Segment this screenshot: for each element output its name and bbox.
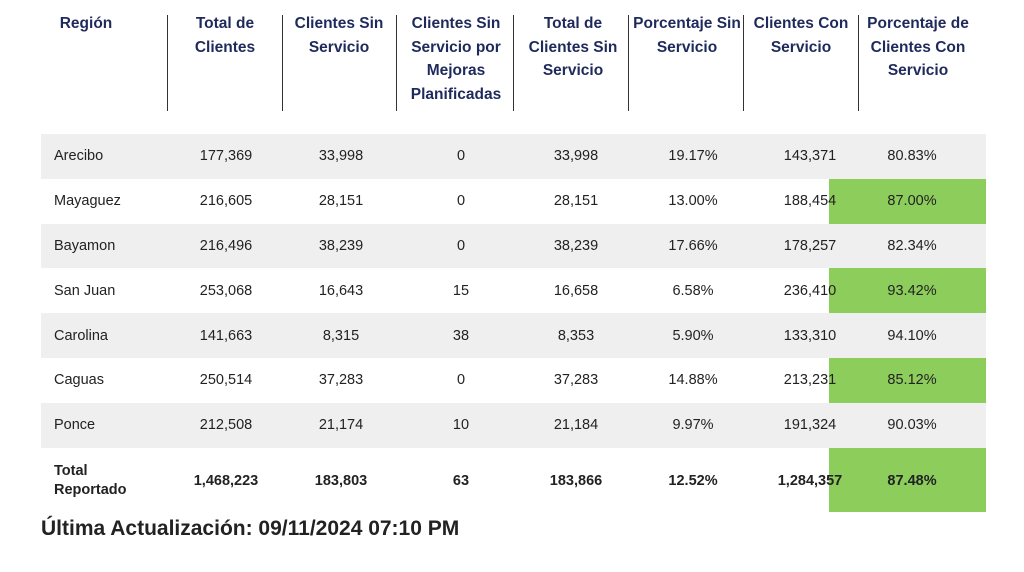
header-clientes-sin-servicio: Clientes Sin Servicio [294,15,384,56]
cell-pct-sin-servicio: 12.52% [668,472,718,489]
table-row: Bayamon 216,496 38,239 0 38,239 17.66% 178,257… [41,223,986,269]
cell-total-clientes: 141,663 [199,327,253,344]
table-row: Caguas 250,514 37,283 0 37,283 14.88% 213,231 8… [41,358,986,403]
cell-pct-con-servicio: 82.34% [887,237,937,254]
cell-pct-con-servicio: 80.83% [887,148,937,165]
header-region: Región [59,15,113,32]
cell-pct-con-servicio: 85.12% [887,372,937,389]
header-total-sin-servicio: Total de Clientes Sin Servicio [528,15,618,79]
cell-con-servicio: 1,284,357 [777,472,843,489]
cell-total-clientes: 216,605 [199,193,253,210]
cell-con-servicio: 236,410 [783,282,837,299]
header-porcentaje-con-servicio: Porcentaje de Clientes Con Servicio [867,15,969,79]
cell-total-clientes: 216,496 [199,237,253,254]
cell-mejoras: 10 [452,417,470,434]
cell-total-clientes: 1,468,223 [193,472,259,489]
table-row: Ponce 212,508 21,174 10 21,184 9.97% 191,324 90… [41,402,986,448]
cell-sin-servicio: 38,239 [318,237,364,254]
header-divider [396,15,397,111]
cell-mejoras: 15 [452,282,470,299]
cell-pct-con-servicio: 94.10% [887,327,937,344]
last-update-text: Última Actualización: 09/11/2024 07:10 P… [41,517,460,540]
cell-pct-con-servicio: 93.42% [887,282,937,299]
cell-con-servicio: 143,371 [783,148,837,165]
cell-region: San Juan [54,282,116,299]
cell-total-sin-servicio: 38,239 [553,237,599,254]
cell-region: Carolina [54,327,108,344]
header-divider [743,15,744,111]
cell-mejoras: 63 [452,472,470,489]
header-clientes-con-servicio: Clientes Con Servicio [753,15,849,56]
cell-pct-sin-servicio: 17.66% [668,237,718,254]
cell-sin-servicio: 8,315 [322,327,360,344]
cell-mejoras: 38 [452,327,470,344]
header-divider [513,15,514,111]
cell-region: Total Reportado [54,462,127,498]
cell-total-sin-servicio: 16,658 [553,282,599,299]
cell-mejoras: 0 [456,237,466,254]
cell-mejoras: 0 [456,193,466,210]
cell-mejoras: 0 [456,148,466,165]
cell-total-sin-servicio: 8,353 [557,327,595,344]
table-row: San Juan 253,068 16,643 15 16,658 6.58% 236,41… [41,268,986,313]
cell-sin-servicio: 16,643 [318,282,364,299]
cell-total-sin-servicio: 28,151 [553,193,599,210]
cell-sin-servicio: 33,998 [318,148,364,165]
total-row: Total Reportado 1,468,223 183,803 63 183,866… [41,448,986,514]
cell-con-servicio: 213,231 [783,372,837,389]
header-divider [282,15,283,111]
cell-pct-con-servicio: 87.00% [887,193,937,210]
header-mejoras-planificadas: Clientes Sin Servicio por Mejoras Planif… [410,15,502,103]
cell-region: Arecibo [54,148,104,165]
cell-region: Caguas [54,372,104,389]
header-porcentaje-sin-servicio: Porcentaje Sin Servicio [633,15,741,56]
cell-region: Mayaguez [54,193,121,210]
cell-sin-servicio: 183,803 [314,472,368,489]
cell-sin-servicio: 28,151 [318,193,364,210]
cell-con-servicio: 188,454 [783,193,837,210]
table-header: Región Total de Clientes Clientes Sin Se… [41,12,986,112]
cell-total-sin-servicio: 33,998 [553,148,599,165]
cell-pct-con-servicio: 87.48% [887,472,937,489]
cell-con-servicio: 178,257 [783,237,837,254]
header-divider [628,15,629,111]
cell-mejoras: 0 [456,372,466,389]
cell-total-clientes: 212,508 [199,417,253,434]
cell-con-servicio: 133,310 [783,327,837,344]
cell-pct-sin-servicio: 6.58% [672,282,714,299]
cell-region: Bayamon [54,237,116,254]
header-divider [167,15,168,111]
data-table: Arecibo 177,369 33,998 0 33,998 19.17% 143,371… [41,134,986,514]
table-row: Arecibo 177,369 33,998 0 33,998 19.17% 143,371… [41,134,986,179]
cell-pct-sin-servicio: 14.88% [668,372,718,389]
cell-pct-sin-servicio: 13.00% [668,193,718,210]
table-row: Mayaguez 216,605 28,151 0 28,151 13.00% 188,45… [41,179,986,224]
header-total-clientes: Total de Clientes [194,15,256,56]
cell-total-clientes: 253,068 [199,282,253,299]
table-row: Carolina 141,663 8,315 38 8,353 5.90% 133,310 9… [41,313,986,358]
cell-total-sin-servicio: 21,184 [553,417,599,434]
cell-sin-servicio: 37,283 [318,372,364,389]
cell-pct-sin-servicio: 19.17% [668,148,718,165]
cell-pct-sin-servicio: 5.90% [672,327,714,344]
cell-sin-servicio: 21,174 [318,417,364,434]
header-divider [858,15,859,111]
cell-region: Ponce [54,417,96,434]
cell-con-servicio: 191,324 [783,417,837,434]
cell-total-sin-servicio: 37,283 [553,372,599,389]
cell-total-clientes: 177,369 [199,148,253,165]
cell-pct-sin-servicio: 9.97% [672,417,714,434]
cell-total-sin-servicio: 183,866 [549,472,603,489]
cell-total-clientes: 250,514 [199,372,253,389]
cell-pct-con-servicio: 90.03% [887,417,937,434]
